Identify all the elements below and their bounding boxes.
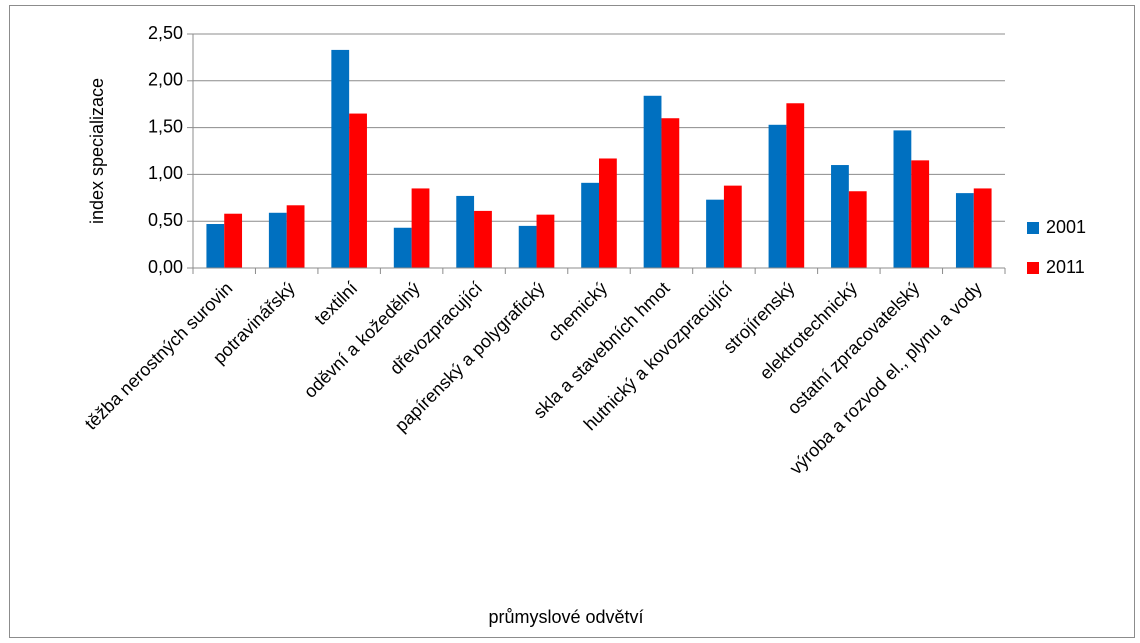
bar [331,49,350,268]
bar [706,199,724,268]
bar [786,103,805,268]
bar [661,118,680,269]
bar [893,130,912,268]
bar [955,193,974,268]
bar [536,214,555,268]
legend-label: 2011 [1046,257,1085,277]
bar [723,185,742,268]
bar [581,182,599,268]
bar [393,227,412,268]
bar [286,205,305,268]
legend-swatch [1027,262,1039,274]
bar [973,188,992,268]
bar [474,210,492,268]
y-tick-label: 0,50 [148,210,183,230]
bar [911,160,930,268]
y-tick-label: 2,50 [148,23,183,43]
y-axis-title: index specializace [87,78,107,224]
y-tick-label: 1,00 [148,163,183,183]
bar [643,95,662,268]
bar [268,212,287,268]
y-tick-label: 1,50 [148,116,183,136]
bar [224,213,243,268]
y-tick-label: 2,00 [148,70,183,90]
chart-frame [9,5,1135,638]
bar [848,191,867,268]
bar [456,195,475,268]
bar [206,224,225,268]
bar [831,165,849,268]
bar [349,113,367,268]
bar [411,188,430,268]
x-axis-title: průmyslové odvětví [488,607,643,627]
y-tick-label: 0,00 [148,257,183,277]
legend-label: 2001 [1046,217,1086,237]
bar [768,124,787,269]
bar [599,158,617,268]
legend-swatch [1027,222,1039,234]
bar [518,225,537,268]
